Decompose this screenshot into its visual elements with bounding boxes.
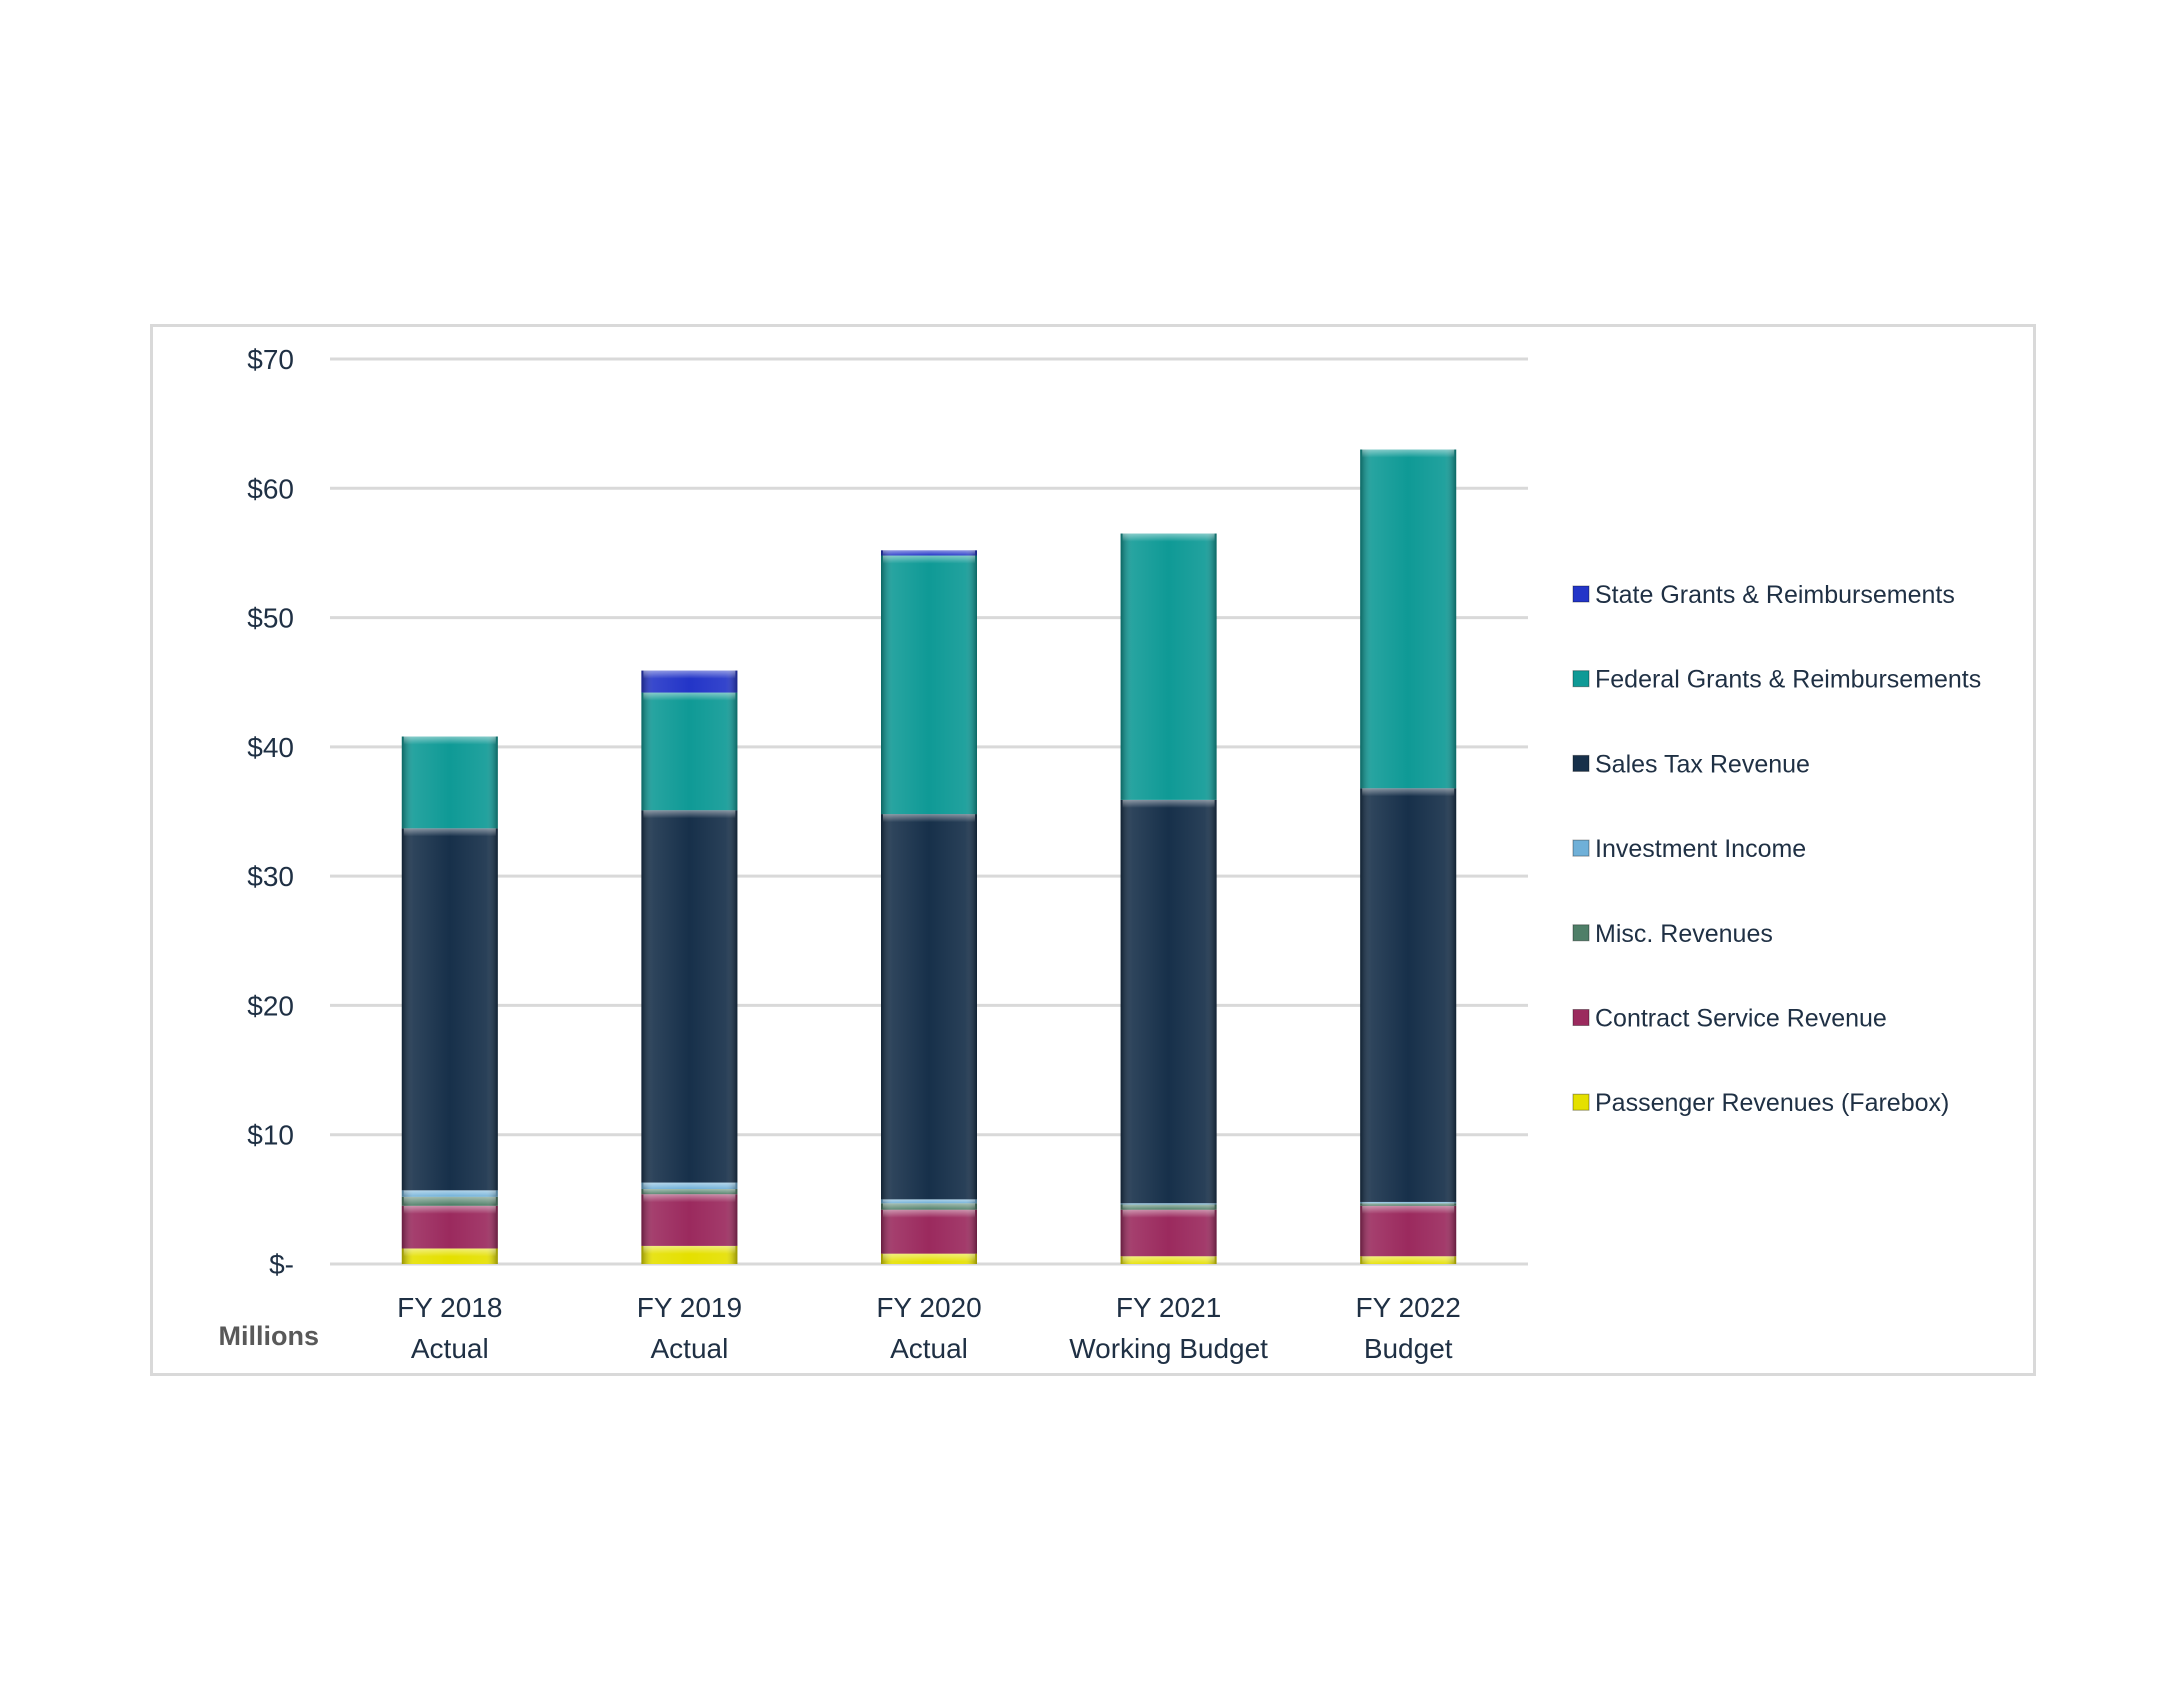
bar-segment — [881, 1203, 977, 1210]
x-category-label: FY 2018 — [397, 1292, 502, 1323]
legend-swatch — [1572, 924, 1590, 942]
bar-segment — [1360, 1205, 1457, 1257]
bar-segment — [881, 555, 977, 815]
bars — [401, 449, 1457, 1264]
bar-segment — [1360, 788, 1457, 1202]
bar-segment — [641, 692, 738, 811]
bar-segment — [641, 1182, 738, 1190]
bar-segment — [401, 1196, 498, 1206]
legend-item: Misc. Revenues — [1572, 920, 1773, 948]
bar-segment — [641, 670, 738, 693]
bar-segment — [401, 828, 498, 1191]
bar-segment — [1120, 1204, 1217, 1210]
legend-swatch — [1572, 1093, 1590, 1111]
x-category-label: FY 2022 — [1356, 1292, 1461, 1323]
y-tick-label: $20 — [247, 990, 294, 1021]
legend-label: Sales Tax Revenue — [1595, 750, 1810, 778]
bar-segment — [401, 1190, 498, 1197]
legend-item: Sales Tax Revenue — [1572, 750, 1810, 778]
legend-swatch — [1572, 670, 1590, 688]
legend-label: Misc. Revenues — [1595, 920, 1773, 948]
y-tick-label: $60 — [247, 473, 294, 504]
legend-label: State Grants & Reimbursements — [1595, 581, 1955, 609]
legend-item: Passenger Revenues (Farebox) — [1572, 1089, 1949, 1117]
bar-segment — [1120, 533, 1217, 800]
legend-swatch — [1572, 839, 1590, 857]
bar-segment — [401, 736, 498, 829]
legend-label: Contract Service Revenue — [1595, 1005, 1887, 1033]
legend-item: Federal Grants & Reimbursements — [1572, 666, 1981, 694]
bar-segment — [641, 1189, 738, 1195]
y-tick-label: $40 — [247, 732, 294, 763]
bar-segment — [881, 814, 977, 1200]
x-category-label: FY 2021 — [1116, 1292, 1221, 1323]
bar-segment — [401, 1248, 498, 1264]
legend-label: Federal Grants & Reimbursements — [1595, 666, 1981, 694]
x-axis-category-labels: FY 2018 Actual FY 2019 Actual FY 2020 Actual F… — [397, 1292, 1461, 1364]
legend-item: Contract Service Revenue — [1572, 1005, 1887, 1033]
bar-segment — [881, 1209, 977, 1254]
bar-segment — [401, 1205, 498, 1249]
y-tick-label: $50 — [247, 603, 294, 634]
legend-label: Investment Income — [1595, 835, 1806, 863]
x-category-label: Actual — [650, 1333, 728, 1364]
bar-segment — [1360, 449, 1457, 789]
x-category-label: FY 2019 — [637, 1292, 742, 1323]
legend-item: State Grants & Reimbursements — [1572, 581, 1955, 609]
x-category-label: Actual — [411, 1333, 489, 1364]
legend-swatch — [1572, 1009, 1590, 1026]
y-tick-label: $30 — [247, 861, 294, 892]
y-tick-label: $10 — [247, 1120, 294, 1151]
legend: State Grants & Reimbursements Federal Gra… — [1572, 581, 1981, 1117]
bar-segment — [881, 550, 977, 556]
y-axis-tick-labels: $- $10 $20 $30 $40 $50 $60 $70 — [247, 344, 294, 1280]
bar-segment — [1120, 1209, 1217, 1257]
unit-label: Millions — [219, 1321, 320, 1351]
bar-segment — [1120, 799, 1217, 1204]
x-category-label: Working Budget — [1069, 1333, 1268, 1364]
bar-segment — [881, 1199, 977, 1204]
legend-swatch — [1572, 585, 1590, 603]
bar-segment — [1360, 1201, 1457, 1204]
bar-segment — [641, 1194, 738, 1246]
y-tick-label: $70 — [247, 344, 294, 375]
bar-segment — [641, 810, 738, 1183]
legend-label: Passenger Revenues (Farebox) — [1595, 1089, 1949, 1117]
bar-segment — [1360, 1203, 1457, 1206]
bar-segment — [881, 1253, 977, 1264]
legend-item: Investment Income — [1572, 835, 1806, 863]
y-tick-label: $- — [269, 1249, 294, 1280]
bar-segment — [641, 1245, 738, 1264]
bar-segment — [1360, 1256, 1457, 1264]
bar-segment — [1120, 1203, 1217, 1205]
legend-swatch — [1572, 754, 1590, 772]
x-category-label: Actual — [890, 1333, 968, 1364]
x-category-label: FY 2020 — [876, 1292, 981, 1323]
x-category-label: Budget — [1364, 1333, 1453, 1364]
bar-segment — [1120, 1256, 1217, 1264]
